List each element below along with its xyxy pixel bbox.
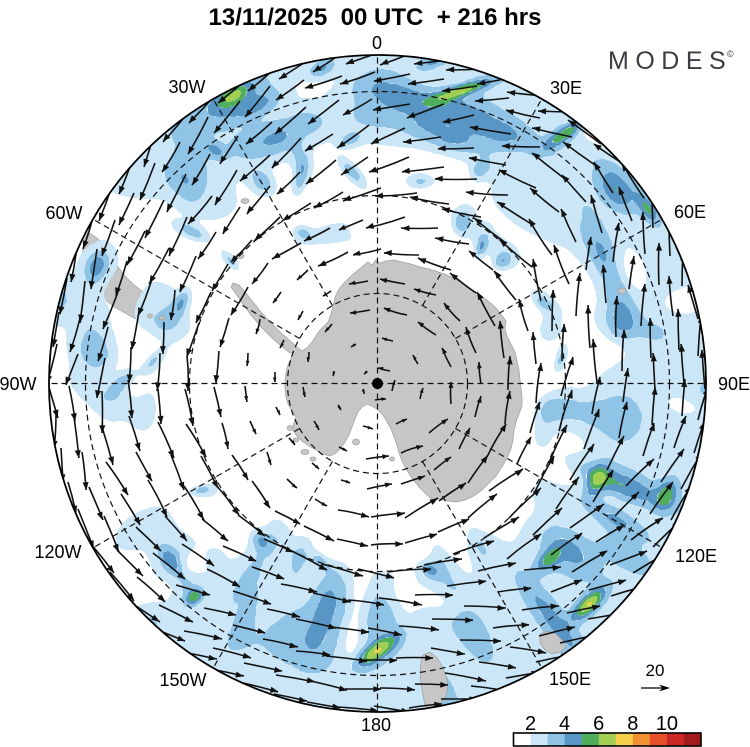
svg-text:90W: 90W xyxy=(0,374,37,394)
svg-text:150W: 150W xyxy=(159,670,206,690)
svg-text:30E: 30E xyxy=(550,78,582,98)
svg-text:8: 8 xyxy=(627,713,638,735)
svg-text:20: 20 xyxy=(646,661,665,680)
svg-text:30W: 30W xyxy=(168,77,205,97)
svg-text:©: © xyxy=(727,49,734,59)
svg-text:4: 4 xyxy=(559,713,570,735)
svg-text:MODES: MODES xyxy=(608,47,732,75)
svg-text:13/11/2025 00 UTC + 216 hrs: 13/11/2025 00 UTC + 216 hrs xyxy=(209,4,542,31)
svg-text:180: 180 xyxy=(361,715,391,735)
svg-text:60W: 60W xyxy=(45,203,82,223)
svg-text:6: 6 xyxy=(593,713,604,735)
svg-text:120W: 120W xyxy=(34,542,81,562)
svg-text:90E: 90E xyxy=(718,374,750,394)
svg-text:60E: 60E xyxy=(674,202,706,222)
svg-text:2: 2 xyxy=(525,713,536,735)
svg-text:10: 10 xyxy=(656,713,678,735)
svg-text:120E: 120E xyxy=(675,546,717,566)
svg-text:150E: 150E xyxy=(549,669,591,689)
svg-text:0: 0 xyxy=(372,33,382,53)
